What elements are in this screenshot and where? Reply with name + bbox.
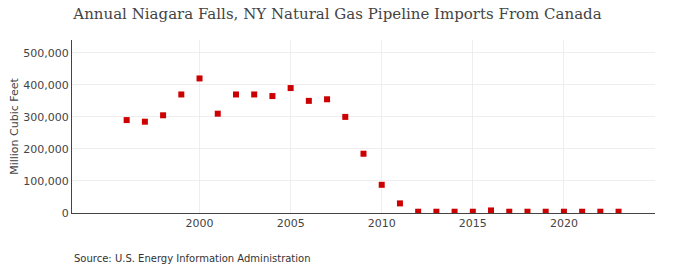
svg-text:Annual Niagara Falls, NY Natur: Annual Niagara Falls, NY Natural Gas Pip… [72,5,601,23]
svg-text:0: 0 [62,207,69,220]
svg-text:Source: U.S. Energy Informatio: Source: U.S. Energy Information Administ… [74,253,311,264]
svg-text:100,000: 100,000 [23,175,69,188]
svg-text:2010: 2010 [368,217,396,230]
svg-text:500,000: 500,000 [23,47,69,60]
svg-text:Million Cubic Feet: Million Cubic Feet [8,77,21,174]
svg-text:2000: 2000 [186,217,214,230]
svg-text:300,000: 300,000 [23,111,69,124]
svg-text:2020: 2020 [550,217,578,230]
svg-text:2005: 2005 [277,217,305,230]
svg-text:2015: 2015 [459,217,487,230]
svg-text:400,000: 400,000 [23,79,69,92]
svg-text:200,000: 200,000 [23,143,69,156]
